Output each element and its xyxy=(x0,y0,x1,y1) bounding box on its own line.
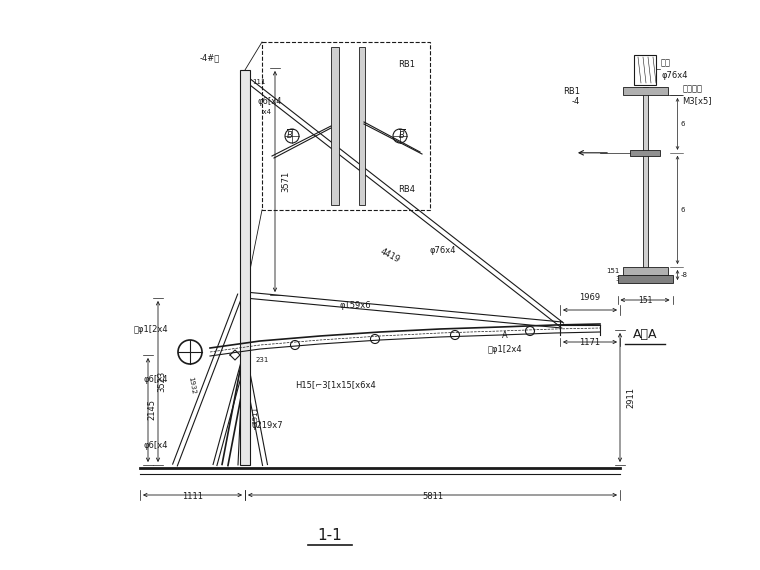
Text: φ159x6: φ159x6 xyxy=(340,301,372,310)
Text: 2145: 2145 xyxy=(147,400,156,421)
Bar xyxy=(617,275,673,283)
Text: φ76x4: φ76x4 xyxy=(430,246,457,255)
Text: 111: 111 xyxy=(252,79,265,85)
Text: 2911: 2911 xyxy=(626,387,635,408)
Text: 1111: 1111 xyxy=(182,492,203,501)
Text: M3[x5]: M3[x5] xyxy=(682,96,712,105)
Text: -4#口: -4#口 xyxy=(200,53,220,62)
Text: φ76x4: φ76x4 xyxy=(661,71,688,79)
Text: φ6[x4: φ6[x4 xyxy=(144,441,168,450)
Text: 梁φ1[2x4: 梁φ1[2x4 xyxy=(133,325,168,335)
Text: 1171: 1171 xyxy=(579,338,600,347)
Text: 6: 6 xyxy=(680,207,685,213)
Text: 4419: 4419 xyxy=(378,247,401,265)
Bar xyxy=(359,47,365,205)
Text: φ219x7: φ219x7 xyxy=(252,421,283,430)
Bar xyxy=(642,87,648,275)
Text: x4: x4 xyxy=(258,109,271,115)
Text: RB1: RB1 xyxy=(563,88,580,96)
Bar xyxy=(622,87,667,95)
Text: 1932: 1932 xyxy=(188,376,197,394)
Text: 3571: 3571 xyxy=(281,171,290,192)
Bar xyxy=(262,42,430,210)
Text: 梁φ1[2x4: 梁φ1[2x4 xyxy=(488,345,523,354)
Text: 角钢横肋: 角钢横肋 xyxy=(682,84,702,93)
Text: 1911: 1911 xyxy=(252,406,258,424)
Bar xyxy=(622,267,667,275)
Text: 1969: 1969 xyxy=(579,293,600,302)
Bar xyxy=(331,47,339,205)
Text: A－A: A－A xyxy=(633,328,657,341)
Text: 5811: 5811 xyxy=(422,492,443,501)
Text: $\overline{B}$: $\overline{B}$ xyxy=(286,127,294,141)
Text: 231: 231 xyxy=(256,357,269,363)
Text: 151: 151 xyxy=(638,296,652,305)
Bar xyxy=(634,55,656,85)
Text: 151: 151 xyxy=(606,268,619,274)
Text: A: A xyxy=(502,331,508,340)
Text: RB1: RB1 xyxy=(398,60,415,69)
Text: 3523: 3523 xyxy=(157,371,166,392)
Text: -8: -8 xyxy=(680,272,688,278)
Text: H15[⌐3[1x15[x6x4: H15[⌐3[1x15[x6x4 xyxy=(295,381,375,389)
Text: φ6[x4: φ6[x4 xyxy=(258,97,283,107)
Text: RB4: RB4 xyxy=(398,185,415,194)
Text: $\overline{B}$: $\overline{B}$ xyxy=(398,127,406,141)
Text: φ6[x4: φ6[x4 xyxy=(144,376,168,385)
Text: 3: 3 xyxy=(615,276,619,282)
Bar xyxy=(240,70,250,465)
Text: 1-1: 1-1 xyxy=(318,527,342,543)
Text: 接件: 接件 xyxy=(661,59,671,67)
Text: 6: 6 xyxy=(680,121,685,127)
Bar xyxy=(630,150,660,156)
Text: -4: -4 xyxy=(572,97,580,107)
